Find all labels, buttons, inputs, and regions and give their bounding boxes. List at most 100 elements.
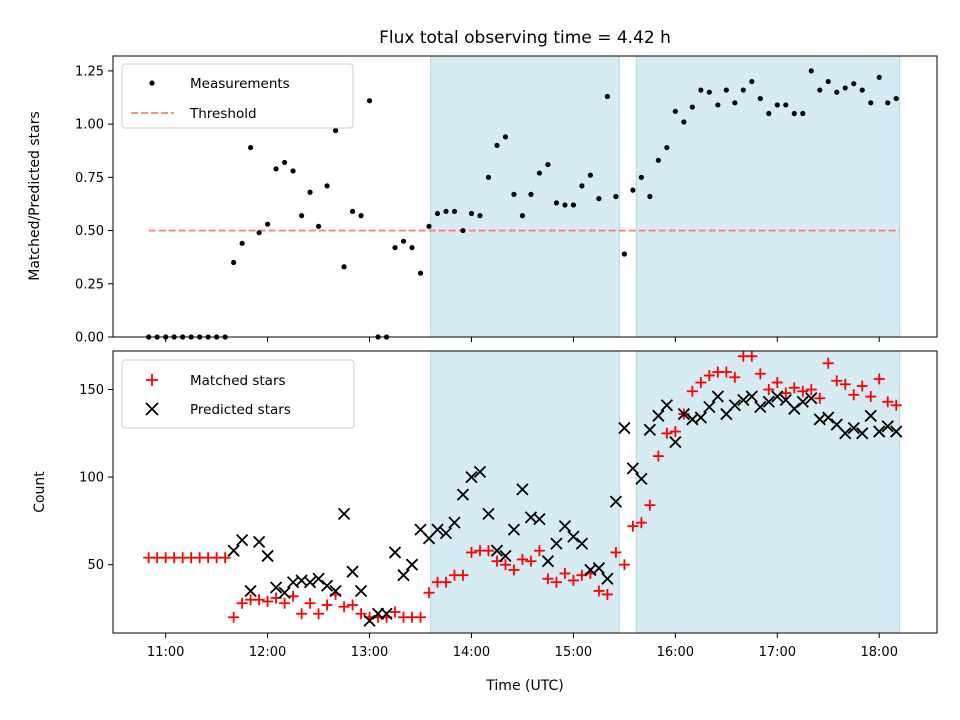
matched-point <box>856 380 868 392</box>
predicted-point <box>592 562 606 575</box>
legend-threshold-label: Threshold <box>189 106 257 122</box>
matched-point <box>287 590 299 602</box>
predicted-point <box>805 392 818 405</box>
measurement-point <box>766 110 772 117</box>
measurement-point <box>426 223 432 229</box>
top-y-tick-label: 1.25 <box>75 64 104 79</box>
top-y-tick-label: 1.00 <box>75 118 104 133</box>
predicted-point <box>635 472 648 485</box>
measurement-point <box>281 159 288 166</box>
measurement-point <box>706 89 712 95</box>
measurement-point <box>698 87 704 93</box>
legend-matched-label: Matched stars <box>190 373 286 389</box>
predicted-point <box>235 534 249 547</box>
predicted-point <box>516 483 529 496</box>
matched-point <box>296 608 308 620</box>
measurement-point <box>587 172 594 178</box>
measurement-point <box>545 161 551 168</box>
predicted-point <box>303 576 317 589</box>
measurement-point <box>400 238 407 244</box>
measurement-point <box>290 168 296 174</box>
predicted-point <box>337 507 351 521</box>
predicted-point <box>541 555 555 568</box>
top-y-axis-label: Matched/Predicted stars <box>27 111 43 281</box>
matched-point <box>542 573 554 585</box>
matched-point <box>805 384 817 396</box>
predicted-point <box>618 421 631 435</box>
bottom-plot-frame <box>112 350 938 634</box>
bottom-y-axis: 50 100 150 <box>79 383 113 573</box>
predicted-point <box>439 527 453 540</box>
measurement-point <box>893 95 899 102</box>
measurement-point <box>596 196 602 202</box>
measurement-point <box>349 208 356 215</box>
measurement-point <box>800 110 806 117</box>
observing-windows-bottom <box>430 350 901 634</box>
matched-point <box>720 366 732 378</box>
predicted-point <box>601 572 614 585</box>
predicted-point <box>796 395 809 408</box>
measurement-point <box>715 102 721 108</box>
matched-point <box>338 601 350 613</box>
measurement-point <box>655 157 661 163</box>
predicted-stars-series <box>227 390 903 627</box>
measurement-point <box>757 95 763 102</box>
matched-point <box>695 377 707 389</box>
bottom-y-axis-label: Count <box>32 471 48 513</box>
matched-point <box>882 396 894 408</box>
measurement-point <box>808 68 814 74</box>
matched-point <box>848 389 860 401</box>
predicted-point <box>550 537 563 550</box>
measurement-point <box>231 259 237 266</box>
measurement-point <box>817 87 823 93</box>
predicted-point <box>456 488 470 501</box>
measurement-point <box>358 213 364 219</box>
matched-point <box>661 427 673 439</box>
measurement-point <box>681 119 687 125</box>
predicted-point <box>388 546 402 559</box>
matched-point <box>567 574 579 586</box>
x-tick-label: 18:00 <box>861 645 898 660</box>
measurement-point <box>825 78 831 85</box>
measurement-point <box>630 187 636 193</box>
matched-point <box>610 546 622 558</box>
legend-measurements-label: Measurements <box>190 76 290 92</box>
measurement-point <box>315 223 322 229</box>
matched-point <box>525 555 537 567</box>
matched-point <box>780 387 792 399</box>
chart-title: Flux total observing time = 4.42 h <box>379 28 671 48</box>
matched-point <box>618 559 630 571</box>
predicted-point <box>269 581 283 594</box>
top-y-tick-label: 0.50 <box>75 224 104 239</box>
matched-point <box>262 595 274 607</box>
measurement-point <box>621 251 627 257</box>
matched-point <box>593 585 605 597</box>
predicted-point <box>873 425 886 438</box>
measurement-point <box>613 193 619 200</box>
predicted-point <box>575 537 589 550</box>
observing-windows-top <box>430 55 901 338</box>
predicted-point <box>754 400 767 414</box>
legend-measurements-marker <box>149 80 155 86</box>
bottom-legend-box <box>121 359 355 429</box>
predicted-point <box>558 520 572 533</box>
matched-point <box>423 587 435 599</box>
measurement-point <box>494 142 500 149</box>
measurement-point <box>723 87 729 93</box>
top-plot-frame <box>112 55 938 338</box>
matched-point <box>601 588 613 600</box>
predicted-point <box>278 586 291 599</box>
matched-point <box>347 599 359 611</box>
matched-point <box>771 377 783 389</box>
measurement-point <box>647 193 653 200</box>
predicted-point <box>728 399 741 412</box>
measurement-point <box>749 78 755 85</box>
predicted-point <box>507 523 521 536</box>
predicted-point <box>643 423 657 436</box>
measurement-point <box>265 221 271 227</box>
top-y-tick-label: 0.25 <box>75 277 104 292</box>
bottom-x-axis: 11:00 12:00 13:00 14:00 15:00 16:00 17:00 18:00 <box>147 633 898 660</box>
measurement-point <box>239 240 245 246</box>
measurement-point <box>256 230 262 236</box>
